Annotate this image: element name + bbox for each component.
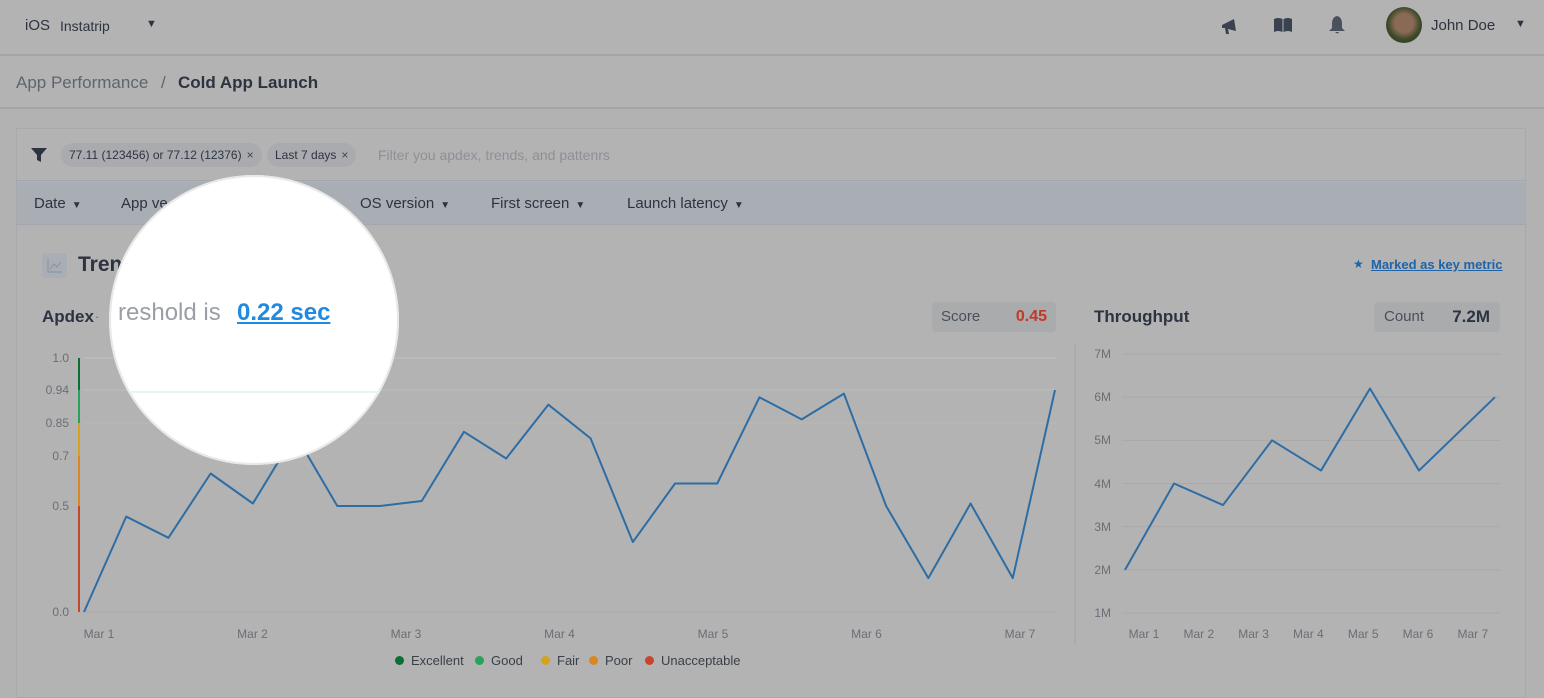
apdex-x-tick: Mar 2 — [237, 627, 268, 641]
app-name[interactable]: Instatrip — [60, 18, 110, 34]
threshold-value-link[interactable]: 0.22 sec — [237, 299, 331, 326]
throughput-x-tick: Mar 7 — [1457, 627, 1489, 641]
legend-dot-icon — [541, 656, 550, 665]
legend-label: Fair — [557, 653, 580, 668]
apdex-x-tick: Mar 3 — [390, 627, 422, 641]
platform-label: iOS — [25, 17, 51, 34]
threshold-text: reshold is — [118, 299, 221, 326]
page-title: Cold App Launch — [178, 73, 319, 92]
filter-bar: 77.11 (123456) or 77.12 (12376) × Last 7 … — [17, 129, 1525, 181]
breadcrumb-parent[interactable]: App Performance — [16, 73, 149, 92]
apdex-separator: · — [95, 309, 100, 324]
throughput-y-tick: 5M — [1094, 433, 1111, 448]
dropdown-label: Date — [34, 195, 66, 212]
legend-dot-icon — [395, 656, 404, 665]
avatar[interactable] — [1386, 7, 1422, 43]
apdex-x-tick: Mar 4 — [544, 627, 575, 641]
apdex-y-tick: 0.7 — [52, 449, 69, 463]
apdex-y-tick: 0.85 — [45, 416, 69, 430]
breadcrumb: App Performance / Cold App Launch — [0, 57, 1544, 109]
chip-label: 77.11 (123456) or 77.12 (12376) — [69, 148, 242, 162]
legend-label: Poor — [605, 653, 633, 668]
apdex-x-tick: Mar 6 — [851, 627, 882, 641]
throughput-count-badge: Count 7.2M — [1374, 302, 1500, 332]
app-switcher-caret-icon[interactable]: ▼ — [146, 18, 157, 30]
filter-chip-date[interactable]: Last 7 days × — [267, 143, 357, 167]
chip-label: Last 7 days — [275, 148, 337, 162]
user-menu-caret-icon[interactable]: ▼ — [1515, 18, 1526, 30]
magnified-gridline — [129, 391, 389, 393]
remove-chip-icon[interactable]: × — [341, 148, 349, 162]
dropdown-os-version[interactable]: OS version ▼ — [360, 195, 450, 212]
dropdown-date[interactable]: Date ▼ — [34, 195, 82, 212]
throughput-x-tick: Mar 2 — [1183, 627, 1215, 641]
book-icon[interactable] — [1273, 17, 1293, 33]
count-value: 7.2M — [1452, 307, 1490, 326]
user-name[interactable]: John Doe — [1431, 17, 1496, 34]
legend-item-good[interactable]: Good — [475, 653, 523, 668]
dropdown-launch-latency[interactable]: Launch latency ▼ — [627, 195, 744, 212]
throughput-x-tick: Mar 6 — [1402, 627, 1434, 641]
apdex-title: Apdex — [42, 307, 94, 326]
caret-down-icon: ▼ — [575, 200, 586, 211]
throughput-x-tick: Mar 4 — [1293, 627, 1324, 641]
legend-item-unacceptable[interactable]: Unacceptable — [645, 653, 741, 668]
legend-item-poor[interactable]: Poor — [589, 653, 632, 668]
legend-dot-icon — [589, 656, 598, 665]
caret-down-icon: ▼ — [733, 200, 744, 211]
legend-item-excellent[interactable]: Excellent — [395, 653, 464, 668]
score-label: Score — [941, 308, 981, 325]
dropdown-app-version[interactable]: App ve — [121, 195, 168, 212]
filter-chip-version[interactable]: 77.11 (123456) or 77.12 (12376) × — [61, 143, 262, 167]
apdex-x-tick: Mar 5 — [697, 627, 729, 641]
throughput-y-tick: 7M — [1094, 347, 1111, 361]
throughput-x-tick: Mar 5 — [1347, 627, 1379, 641]
legend-dot-icon — [475, 656, 484, 665]
remove-chip-icon[interactable]: × — [246, 148, 254, 162]
legend-label: Excellent — [411, 653, 464, 668]
throughput-y-tick: 4M — [1094, 476, 1111, 491]
megaphone-icon[interactable] — [1220, 16, 1240, 36]
score-value: 0.45 — [1015, 308, 1047, 325]
caret-down-icon: ▼ — [440, 200, 451, 211]
legend-label: Unacceptable — [661, 653, 741, 668]
apdex-y-tick: 0.94 — [45, 383, 69, 397]
magnifier-spotlight: reshold is 0.22 sec — [109, 175, 399, 465]
apdex-x-tick: Mar 7 — [1004, 627, 1036, 641]
top-nav: iOS Instatrip ▼ John Doe ▼ — [0, 0, 1544, 56]
legend-item-fair[interactable]: Fair — [541, 653, 579, 668]
throughput-x-tick: Mar 3 — [1238, 627, 1269, 641]
dropdown-label: App ve — [121, 195, 168, 212]
throughput-x-tick: Mar 1 — [1128, 627, 1160, 641]
legend-label: Good — [491, 653, 523, 668]
throughput-line — [1124, 387, 1496, 571]
throughput-y-tick: 2M — [1094, 562, 1111, 577]
bell-icon[interactable] — [1328, 15, 1346, 35]
legend-dot-icon — [645, 656, 654, 665]
dropdown-label: OS version — [360, 195, 435, 212]
dropdown-first-screen[interactable]: First screen ▼ — [491, 195, 585, 212]
throughput-y-tick: 1M — [1094, 606, 1111, 620]
apdex-x-tick: Mar 1 — [83, 627, 115, 641]
apdex-y-tick: 1.0 — [52, 351, 69, 365]
throughput-y-tick: 3M — [1094, 519, 1111, 534]
apdex-line — [83, 389, 1056, 613]
dropdown-label: First screen — [491, 195, 570, 212]
caret-down-icon: ▼ — [71, 200, 82, 211]
throughput-title: Throughput — [1094, 307, 1190, 326]
apdex-score-badge: Score 0.45 — [932, 302, 1056, 332]
star-icon: ★ — [1353, 257, 1364, 271]
section-title: Tren — [78, 253, 123, 276]
filter-icon — [31, 148, 47, 162]
apdex-y-tick: 0.5 — [52, 499, 69, 513]
throughput-y-tick: 6M — [1094, 390, 1111, 405]
key-metric-link[interactable]: Marked as key metric — [1371, 257, 1503, 272]
apdex-y-tick: 0.0 — [52, 605, 69, 619]
count-label: Count — [1384, 308, 1425, 325]
filter-input[interactable]: Filter you apdex, trends, and pattenrs — [378, 147, 610, 163]
dropdown-label: Launch latency — [627, 195, 728, 212]
trend-chart-icon — [42, 253, 67, 278]
breadcrumb-separator: / — [161, 73, 166, 92]
